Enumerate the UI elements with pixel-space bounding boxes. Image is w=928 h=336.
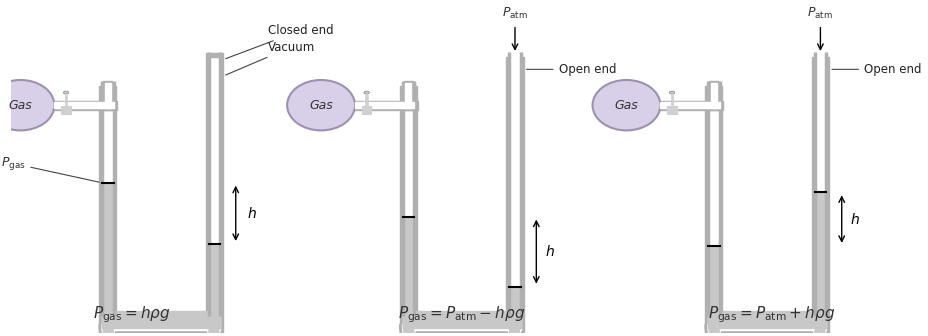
Bar	[707, 317, 825, 330]
Ellipse shape	[287, 80, 354, 130]
Bar	[811, 57, 829, 316]
Bar	[666, 106, 677, 114]
Bar	[506, 57, 523, 316]
Text: $h$: $h$	[545, 244, 554, 259]
Bar	[814, 55, 825, 316]
Bar	[710, 83, 715, 108]
Wedge shape	[399, 324, 523, 336]
Text: Vacuum: Vacuum	[226, 41, 315, 75]
Wedge shape	[708, 324, 824, 336]
Text: $P_{\mathrm{gas}} = P_{\mathrm{atm}} - h\rho g$: $P_{\mathrm{gas}} = P_{\mathrm{atm}} - h…	[397, 305, 524, 325]
Bar	[402, 84, 414, 316]
Text: $h$: $h$	[247, 206, 257, 221]
Text: Open end: Open end	[831, 63, 921, 76]
Wedge shape	[403, 324, 520, 336]
Text: $P_{\mathrm{atm}}$: $P_{\mathrm{atm}}$	[501, 6, 527, 21]
Bar	[707, 246, 719, 328]
Bar	[704, 316, 829, 333]
Bar	[365, 94, 367, 106]
Wedge shape	[707, 324, 825, 336]
Ellipse shape	[592, 80, 660, 130]
Bar	[205, 57, 223, 316]
Text: Gas: Gas	[309, 99, 332, 112]
Text: $h$: $h$	[849, 212, 859, 226]
Wedge shape	[402, 324, 521, 336]
Bar	[709, 81, 717, 110]
Ellipse shape	[364, 91, 369, 94]
Wedge shape	[102, 324, 220, 336]
Bar	[399, 86, 417, 316]
Ellipse shape	[669, 91, 674, 94]
Bar	[707, 311, 825, 328]
Text: $P_{\mathrm{gas}} = P_{\mathrm{atm}} + h\rho g$: $P_{\mathrm{gas}} = P_{\mathrm{atm}} + h…	[707, 305, 834, 325]
Bar	[509, 55, 521, 316]
Bar	[99, 316, 223, 333]
Bar	[402, 217, 414, 328]
Bar	[660, 102, 719, 108]
Bar	[61, 106, 71, 114]
Bar	[405, 83, 411, 108]
Bar	[99, 86, 116, 316]
Bar	[209, 55, 220, 316]
Wedge shape	[103, 324, 219, 336]
Bar	[102, 183, 113, 328]
Text: $P_{\mathrm{atm}}$: $P_{\mathrm{atm}}$	[806, 6, 832, 21]
Bar	[707, 84, 719, 316]
Bar	[209, 244, 220, 328]
Text: Open end: Open end	[526, 63, 615, 76]
Bar	[55, 102, 113, 108]
Bar	[102, 317, 220, 330]
Bar	[399, 316, 523, 333]
Bar	[670, 94, 673, 106]
Bar	[402, 311, 521, 328]
Wedge shape	[704, 324, 829, 336]
Bar	[353, 101, 418, 110]
Bar	[103, 81, 112, 110]
Bar	[814, 193, 825, 328]
Text: Gas: Gas	[8, 99, 32, 112]
Ellipse shape	[63, 91, 69, 94]
Text: Closed end: Closed end	[226, 24, 333, 59]
Bar	[704, 86, 722, 316]
Bar	[105, 83, 110, 108]
Bar	[404, 81, 412, 110]
Bar	[354, 102, 414, 108]
Text: $P_{\mathrm{gas}} = h\rho g$: $P_{\mathrm{gas}} = h\rho g$	[93, 305, 171, 325]
Text: Gas: Gas	[614, 99, 638, 112]
Text: $P_{\mathrm{gas}}$: $P_{\mathrm{gas}}$	[1, 155, 99, 182]
Bar	[402, 317, 521, 330]
Bar	[509, 287, 521, 328]
Bar	[52, 101, 117, 110]
Ellipse shape	[0, 80, 55, 130]
Bar	[102, 84, 113, 316]
Bar	[658, 101, 723, 110]
Bar	[361, 106, 371, 114]
Bar	[65, 94, 67, 106]
Bar	[205, 53, 223, 57]
Wedge shape	[99, 324, 223, 336]
Bar	[102, 311, 220, 328]
